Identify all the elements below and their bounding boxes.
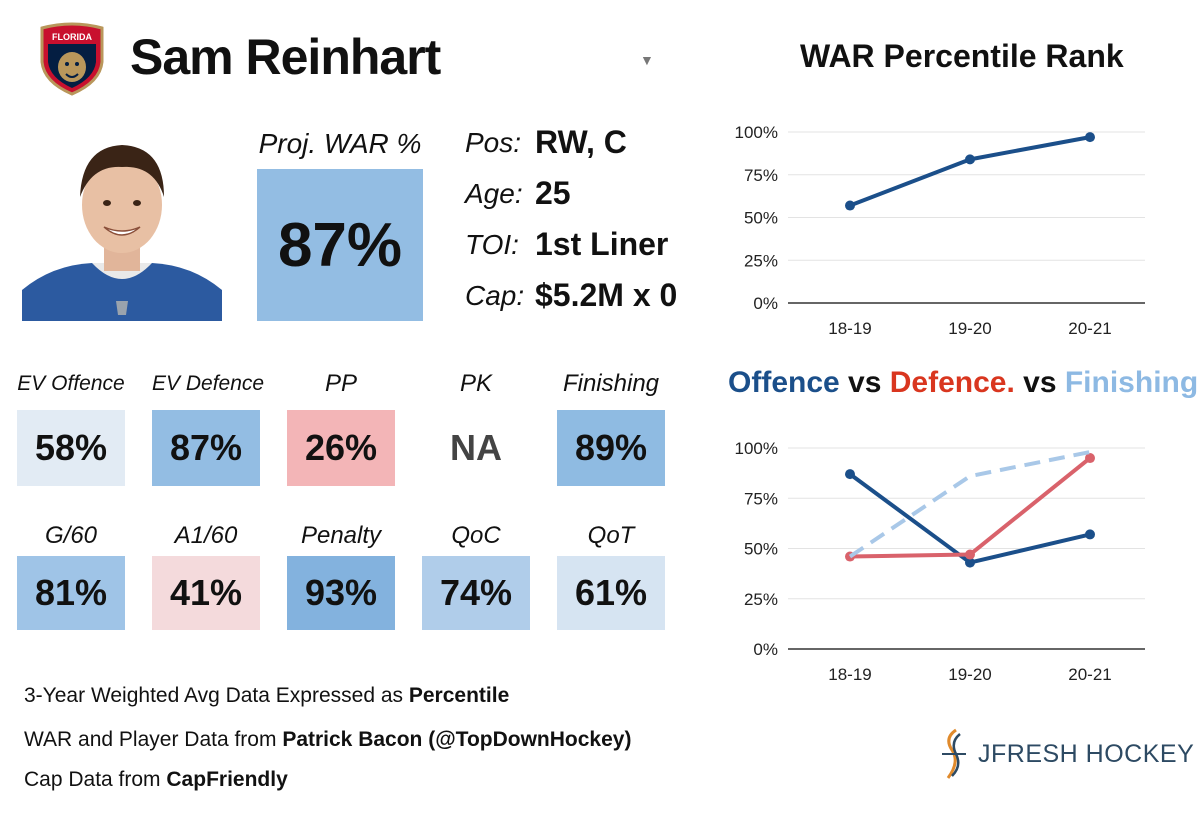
brand: JFRESH HOCKEY (938, 728, 1194, 780)
info-value: $5.2M x 0 (535, 277, 678, 313)
info-value: RW, C (535, 124, 627, 160)
x-tick-label: 19-20 (948, 665, 991, 684)
player-photo (22, 125, 222, 321)
footer-bold: CapFriendly (166, 768, 288, 791)
player-name: Sam Reinhart (130, 29, 441, 85)
tile-label-qot: QoT (587, 522, 635, 549)
tile-pk: NA (422, 410, 530, 486)
tile-label-finishing: Finishing (562, 370, 660, 397)
y-tick-label: 50% (744, 540, 778, 559)
split-percentile-chart: 0% 25% 50% 75% 100% 18-19 19-20 20-21 (735, 439, 1145, 684)
y-tick-label: 25% (744, 590, 778, 609)
data-point-offence (965, 557, 975, 568)
tile-penalty: 93% (287, 556, 395, 630)
split-chart-title: Offence vs Defence. vs Finishing (728, 366, 1198, 400)
title-defence: Defence. (889, 366, 1015, 399)
footer-text: WAR and Player Data from (24, 728, 283, 751)
tile-g60: 81% (17, 556, 125, 630)
tile-label-pk: PK (459, 370, 492, 397)
footer-text: Cap Data from (24, 768, 167, 791)
tile-label-a160: A1/60 (174, 522, 238, 549)
proj-war-label: Proj. WAR % (258, 128, 422, 159)
series-line-finishing (848, 450, 1091, 559)
tile-label-ev-defence: EV Defence (152, 372, 265, 395)
tile-label-ev-offence: EV Offence (17, 372, 125, 395)
footer-line-3: Cap Data from CapFriendly (24, 768, 288, 792)
tile-qot: 61% (557, 556, 665, 630)
info-row-pos: Pos: RW, C (465, 124, 627, 161)
data-point-offence (845, 469, 855, 480)
tile-pp: 26% (287, 410, 395, 486)
tile-ev-defence: 87% (152, 410, 260, 486)
title-vs: vs (839, 366, 890, 399)
y-tick-label: 0% (753, 640, 778, 659)
footer-bold: Percentile (408, 684, 510, 707)
info-row-toi: TOI: 1st Liner (465, 226, 668, 263)
footer-line-1: 3-Year Weighted Avg Data Expressed as Pe… (24, 684, 509, 708)
x-tick-label: 20-21 (1068, 665, 1111, 684)
info-label: TOI: (465, 228, 519, 260)
panthers-logo: FLORIDA (40, 22, 104, 96)
x-tick-label: 19-20 (948, 319, 991, 338)
caret-down-icon[interactable]: ▼ (640, 52, 654, 68)
title-offence: Offence (728, 366, 840, 399)
war-chart-title: WAR Percentile Rank (800, 38, 1124, 74)
footer-text: 3-Year Weighted Avg Data Expressed as (24, 684, 409, 707)
data-point-war (965, 154, 975, 165)
info-row-cap: Cap: $5.2M x 0 (465, 277, 677, 314)
info-label: Pos: (465, 126, 522, 158)
tile-label-pp: PP (324, 370, 357, 397)
info-value: 1st Liner (535, 226, 669, 262)
y-tick-label: 100% (735, 123, 778, 142)
tile-a160: 41% (152, 556, 260, 630)
tile-qoc: 74% (422, 556, 530, 630)
tile-label-g60: G/60 (44, 522, 98, 549)
series-line-war (849, 135, 1091, 208)
war-percentile-chart: 0% 25% 50% 75% 100% 18-19 19-20 20-21 (735, 123, 1145, 338)
x-tick-label: 18-19 (828, 665, 871, 684)
footer-bold: Patrick Bacon (@TopDownHockey) (282, 728, 632, 751)
y-tick-label: 100% (735, 439, 778, 458)
proj-war-value: 87% (257, 169, 423, 321)
data-point-war (1085, 132, 1095, 143)
data-point-defence (1085, 453, 1095, 464)
y-tick-label: 0% (753, 294, 778, 313)
brand-name: JFRESH HOCKEY (978, 739, 1195, 768)
y-tick-label: 50% (744, 209, 778, 228)
info-label: Cap: (465, 279, 525, 311)
info-row-age: Age: 25 (465, 175, 571, 212)
y-tick-label: 75% (744, 166, 778, 185)
y-tick-label: 75% (744, 489, 778, 508)
footer-line-2: WAR and Player Data from Patrick Bacon (… (24, 728, 631, 752)
data-point-offence (1085, 529, 1095, 540)
data-point-war (845, 200, 855, 211)
title-finishing: Finishing (1064, 366, 1199, 399)
x-tick-label: 20-21 (1068, 319, 1111, 338)
title-vs: vs (1014, 366, 1065, 399)
tile-finishing: 89% (557, 410, 665, 486)
logo-text: FLORIDA (52, 32, 92, 42)
tile-ev-offence: 58% (17, 410, 125, 486)
data-point-defence (965, 549, 975, 560)
y-tick-label: 25% (744, 251, 778, 270)
x-tick-label: 18-19 (828, 319, 871, 338)
tile-label-penalty: Penalty (300, 522, 382, 549)
tile-label-qoc: QoC (451, 522, 501, 549)
info-label: Age: (465, 177, 523, 209)
jfresh-logo-icon (942, 728, 966, 779)
info-value: 25 (535, 175, 571, 211)
